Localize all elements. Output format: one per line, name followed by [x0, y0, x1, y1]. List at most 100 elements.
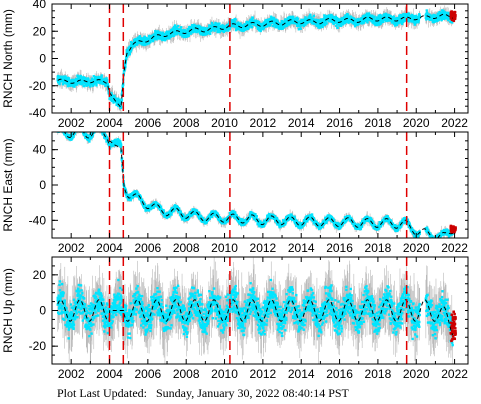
data-point — [201, 28, 204, 32]
data-point — [100, 75, 103, 78]
data-point — [105, 78, 109, 82]
data-point — [272, 18, 275, 21]
data-point — [368, 12, 371, 15]
recent-point — [450, 10, 453, 13]
data-point — [292, 15, 295, 19]
data-point — [125, 51, 129, 54]
data-point — [234, 21, 237, 24]
data-point — [335, 24, 338, 28]
data-point — [91, 133, 95, 137]
data-point — [213, 29, 216, 32]
data-point — [194, 25, 198, 28]
data-point — [320, 18, 324, 21]
data-point — [68, 80, 71, 84]
data-point — [115, 99, 119, 102]
data-point — [159, 33, 162, 36]
data-point — [396, 17, 399, 20]
data-point — [276, 19, 279, 23]
data-point — [170, 34, 173, 37]
data-point — [208, 24, 211, 27]
data-point — [440, 18, 443, 22]
data-point — [157, 37, 160, 40]
y-tick-label: -20 — [29, 79, 47, 93]
data-point — [302, 24, 305, 28]
data-point — [365, 12, 369, 15]
data-point — [318, 26, 322, 29]
x-tick-label: 2004 — [96, 116, 123, 130]
data-point — [379, 14, 383, 18]
data-point — [433, 20, 436, 23]
data-point — [154, 36, 158, 39]
data-point — [323, 14, 326, 17]
x-tick-label: 2010 — [211, 116, 238, 130]
data-point — [274, 26, 277, 29]
data-point — [105, 140, 108, 143]
data-point — [242, 29, 245, 33]
data-point — [56, 77, 59, 81]
data-point — [73, 85, 76, 88]
data-point — [143, 37, 146, 41]
data-point — [113, 94, 116, 98]
data-point — [339, 24, 343, 27]
recent-point — [452, 13, 456, 16]
data-point — [390, 16, 393, 19]
data-point — [90, 77, 94, 81]
y-axis-label: RNCH North (mm) — [1, 9, 15, 108]
data-point — [86, 134, 89, 137]
data-point — [165, 30, 169, 33]
data-point — [167, 34, 170, 37]
data-point — [263, 25, 266, 28]
data-point — [251, 16, 254, 19]
data-point — [328, 14, 332, 17]
data-point — [321, 25, 324, 29]
data-point — [260, 22, 264, 26]
data-point — [110, 93, 113, 96]
data-point — [331, 14, 334, 18]
data-point — [58, 80, 61, 83]
data-point — [400, 19, 404, 22]
data-point — [212, 26, 215, 30]
data-point — [371, 14, 374, 17]
data-point — [398, 16, 401, 19]
data-point — [64, 75, 67, 78]
data-point — [147, 42, 151, 45]
data-point — [216, 25, 220, 29]
data-point — [173, 24, 177, 27]
data-point — [186, 28, 189, 31]
data-point — [122, 83, 125, 87]
data-point — [268, 24, 272, 27]
data-point — [382, 15, 385, 18]
data-point — [182, 29, 185, 32]
data-point — [232, 19, 236, 22]
plot-area — [56, 5, 457, 113]
data-point — [136, 43, 139, 46]
x-tick-label: 2014 — [288, 116, 315, 130]
recent-points — [449, 10, 457, 23]
data-point — [319, 18, 323, 21]
data-point — [443, 11, 447, 15]
data-point — [406, 17, 409, 21]
data-point — [348, 20, 351, 23]
data-point — [284, 18, 287, 21]
data-point — [342, 22, 345, 26]
recent-point — [452, 17, 456, 21]
data-point — [211, 28, 214, 31]
data-point — [143, 35, 146, 39]
data-point — [133, 45, 136, 48]
data-point — [315, 19, 318, 22]
data-point — [168, 35, 171, 38]
data-point — [340, 17, 344, 20]
data-point — [281, 25, 284, 28]
data-point — [127, 48, 131, 52]
data-point — [161, 38, 164, 42]
data-point — [286, 22, 290, 26]
data-point — [155, 38, 158, 41]
data-point — [228, 27, 231, 31]
data-point — [309, 13, 312, 16]
data-point — [130, 47, 134, 50]
data-point — [371, 19, 374, 23]
data-point — [271, 24, 275, 28]
data-point — [224, 29, 228, 32]
data-point — [229, 23, 233, 27]
data-point — [188, 25, 192, 29]
